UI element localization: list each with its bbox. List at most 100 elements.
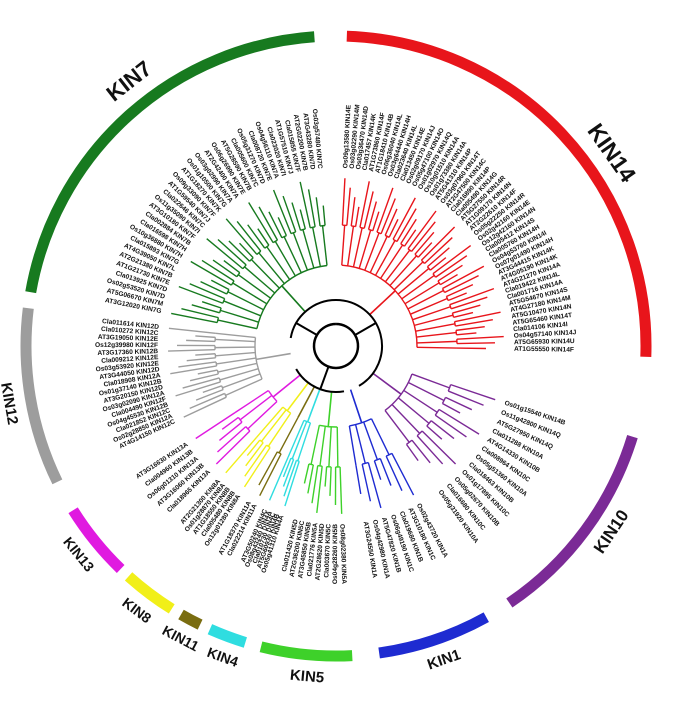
tip-branch	[391, 453, 415, 496]
tip-branch	[426, 425, 443, 440]
tip-branch	[407, 210, 437, 250]
clade-stem-kin11	[297, 386, 316, 418]
tip-branch	[225, 436, 258, 474]
tip-branch	[311, 465, 319, 504]
tip-branch	[258, 206, 279, 241]
tip-branch	[384, 208, 398, 236]
clade-arc-kin7	[25, 31, 315, 294]
tip-branch	[359, 181, 370, 228]
tip-branch	[417, 242, 433, 258]
clade-stem-kin14	[369, 290, 396, 316]
tip-branch	[268, 211, 283, 239]
tip-branch	[430, 420, 455, 440]
clade-stem-kin12	[255, 352, 291, 361]
tip-branch	[277, 217, 288, 236]
tip-branch	[405, 443, 419, 462]
tip-branch	[449, 287, 495, 306]
tip-branch	[195, 388, 224, 401]
tip-branch	[191, 304, 220, 314]
tip-branch	[178, 361, 217, 368]
tip-branch	[400, 218, 417, 245]
tip-branch	[446, 283, 474, 298]
tip-branch	[186, 357, 216, 362]
tip-branch	[380, 198, 396, 234]
clade-arc-kin10	[506, 435, 638, 608]
clade-stem-kin7	[281, 285, 306, 313]
tip-branch	[439, 273, 458, 286]
tip-branch	[307, 189, 316, 227]
tip-branch	[189, 283, 225, 300]
root-hub	[312, 322, 360, 370]
tip-branch	[182, 377, 220, 389]
tip-branch	[414, 231, 435, 255]
tip-branch	[372, 211, 380, 231]
tip-branch	[171, 312, 218, 324]
tip-branch	[284, 461, 300, 507]
tip-branch	[236, 221, 262, 252]
tip-branch	[432, 244, 472, 275]
tip-branch	[189, 373, 219, 382]
tip-branch	[223, 259, 241, 274]
tip-branch	[453, 311, 474, 319]
tip-branch	[454, 311, 501, 323]
tip-branch	[322, 205, 326, 226]
tip-branch	[282, 195, 297, 233]
tip-branch	[272, 189, 292, 234]
tip-branch	[217, 238, 247, 266]
tip-branch	[217, 426, 247, 453]
tip-branch	[410, 221, 436, 252]
leaf-label: AT2G28620 KIN5D	[315, 523, 326, 581]
leaf-label: Os09g13580 KIN14E	[342, 104, 352, 168]
clade-label-kin5: KIN5	[289, 667, 325, 687]
tip-branch	[442, 402, 461, 414]
tip-branch	[197, 369, 218, 375]
tip-branch	[444, 275, 479, 294]
tip-branch	[367, 462, 382, 509]
leaf-label: Os04g57140 KIN14J	[514, 329, 577, 340]
clade-stem-kin13	[272, 374, 301, 398]
tip-branch	[346, 187, 351, 226]
tip-branch	[445, 396, 473, 411]
leaf-label: Cla010272 KIN12C	[101, 326, 159, 337]
tip-branch	[228, 240, 251, 262]
clade-stem-kin1	[349, 389, 363, 424]
clade-arc-kin5	[259, 641, 353, 662]
tip-branch	[379, 458, 392, 486]
tip-branch	[420, 226, 456, 261]
tip-branch	[183, 396, 227, 418]
tip-branch	[339, 466, 343, 514]
tip-branch	[206, 238, 244, 270]
leaf-label: AT5G65930 KIN14U	[514, 338, 575, 346]
tip-branch	[258, 451, 278, 486]
clade-arc-layer	[20, 30, 652, 662]
leaf-label: Cla009212 KIN12E	[101, 354, 159, 365]
tip-branch	[385, 455, 403, 491]
tip-branch	[175, 381, 221, 397]
tip-branch	[329, 466, 332, 496]
tip-branch	[195, 353, 216, 356]
tip-branch	[210, 279, 230, 291]
clade-label-kin4: KIN4	[205, 644, 241, 670]
tip-branch	[259, 453, 282, 497]
clade-stem-kin10	[372, 372, 402, 395]
tip-branch	[392, 197, 416, 240]
clade-arc-kin1	[378, 612, 489, 659]
tip-branch	[448, 390, 484, 406]
tip-branch	[247, 224, 266, 249]
tip-branch	[212, 259, 238, 278]
clade-arc-kin11	[178, 609, 203, 630]
tip-branch	[245, 442, 264, 467]
tip-branch	[438, 408, 480, 435]
tip-branch	[257, 228, 270, 246]
tip-branch	[282, 459, 295, 487]
tip-branch	[416, 435, 444, 465]
tip-branch	[450, 296, 488, 310]
tip-branch	[361, 463, 372, 502]
clade-stem-kin4	[306, 388, 321, 423]
tip-branch	[181, 308, 219, 319]
tip-branch	[246, 439, 261, 457]
branch-layer	[168, 178, 504, 514]
tip-branch	[341, 178, 346, 226]
tip-branch	[316, 466, 323, 513]
tip-branch	[225, 218, 258, 255]
